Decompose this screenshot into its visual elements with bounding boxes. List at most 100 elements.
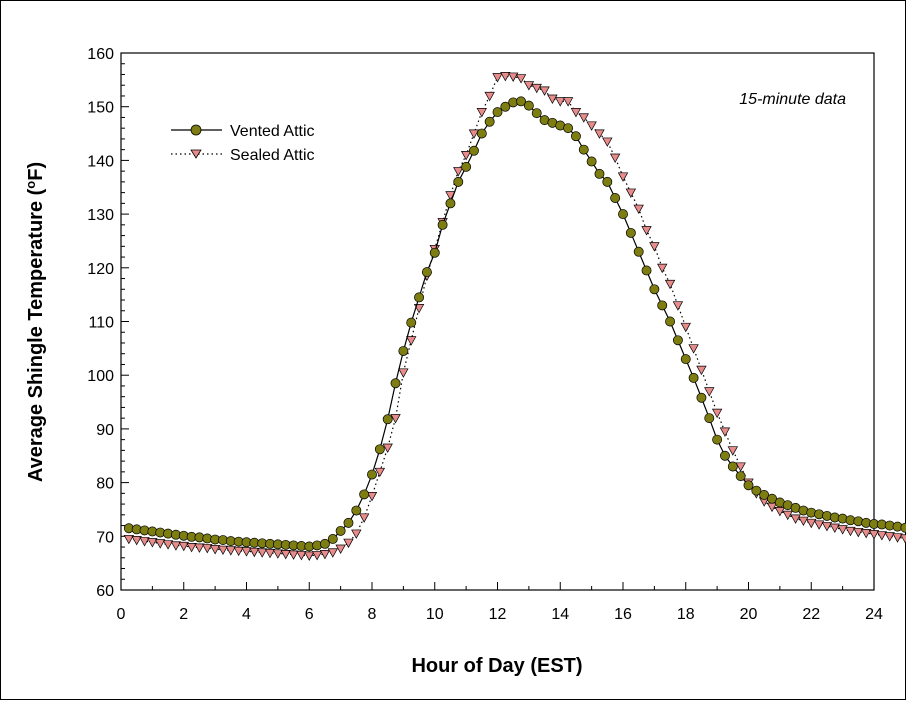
data-point <box>217 545 229 556</box>
data-point <box>186 543 197 553</box>
data-point <box>751 485 762 496</box>
series-sealed-attic <box>123 72 906 561</box>
y-tick-label: 150 <box>87 100 114 117</box>
data-point <box>500 101 511 112</box>
data-point <box>641 265 652 276</box>
data-point <box>351 529 362 539</box>
data-point <box>625 227 636 238</box>
data-point <box>453 176 464 187</box>
data-point <box>641 226 652 236</box>
data-point <box>507 72 519 82</box>
data-point <box>759 490 770 500</box>
data-point <box>547 94 558 104</box>
data-point <box>868 530 880 540</box>
data-point <box>562 97 574 107</box>
data-point <box>382 443 393 454</box>
data-point <box>406 336 417 346</box>
data-point <box>492 107 503 118</box>
data-point <box>523 100 534 111</box>
data-point <box>618 209 628 220</box>
data-point <box>876 531 888 541</box>
y-axis-label-suffix: F) <box>25 162 47 181</box>
data-point <box>461 161 472 172</box>
data-point <box>900 522 906 533</box>
data-point <box>555 97 566 107</box>
y-tick-label: 120 <box>87 261 114 278</box>
data-point <box>382 414 393 425</box>
data-point <box>374 444 385 455</box>
y-tick-label: 130 <box>87 207 114 224</box>
data-point <box>429 247 440 258</box>
x-tick-label: 12 <box>489 606 507 623</box>
x-tick-label: 18 <box>677 606 695 623</box>
data-point <box>672 301 684 311</box>
y-tick-label: 160 <box>87 46 114 63</box>
data-point <box>460 151 472 161</box>
data-point <box>155 539 166 549</box>
data-point <box>335 525 346 536</box>
x-tick-label: 0 <box>117 606 126 623</box>
x-tick-label: 16 <box>614 606 632 623</box>
data-point <box>516 96 526 107</box>
data-point <box>657 263 668 274</box>
data-point <box>139 537 150 547</box>
data-point <box>719 427 731 437</box>
data-point <box>264 548 276 559</box>
data-point <box>406 317 417 328</box>
data-point <box>829 523 840 534</box>
data-point <box>500 72 511 82</box>
data-point <box>241 547 252 557</box>
x-tick-label: 6 <box>305 606 314 623</box>
data-point <box>484 116 495 127</box>
data-point <box>147 538 158 548</box>
data-point <box>602 176 613 187</box>
data-point <box>523 81 535 91</box>
legend-label-sealed: Sealed Attic <box>230 147 315 164</box>
x-tick-label: 4 <box>242 606 251 623</box>
y-tick-label: 80 <box>96 476 114 493</box>
data-point <box>821 522 833 532</box>
data-point <box>798 516 809 527</box>
data-point <box>727 461 738 472</box>
data-point <box>209 545 221 555</box>
legend: Vented Attic Sealed Attic <box>171 123 315 164</box>
data-point <box>327 534 338 544</box>
series-line <box>128 100 906 548</box>
y-axis-label-prefix: Average Shingle Temperature ( <box>25 188 47 482</box>
data-point <box>539 86 550 96</box>
data-point <box>853 527 864 538</box>
series-line <box>128 75 906 557</box>
y-axis-ticks: 60 70 80 90 100 110 120 130 140 150 160 <box>87 46 129 600</box>
data-point <box>366 491 378 502</box>
x-axis-label: Hour of Day (EST) <box>411 655 582 677</box>
y-tick-label: 70 <box>96 529 114 546</box>
data-point <box>272 549 284 559</box>
data-point <box>790 514 801 524</box>
data-point <box>633 204 644 215</box>
data-point <box>531 108 542 119</box>
data-point <box>445 198 456 209</box>
data-point <box>162 540 174 550</box>
y-tick-label: 140 <box>87 153 114 170</box>
data-point <box>256 548 268 558</box>
data-point <box>398 346 409 356</box>
data-point <box>594 129 605 139</box>
data-point <box>288 550 299 560</box>
data-point <box>476 108 488 118</box>
data-point <box>813 520 825 530</box>
data-point <box>327 548 338 558</box>
data-point <box>225 546 237 556</box>
data-point <box>610 193 621 203</box>
y-axis-label: Average Shingle Temperature (oF) <box>23 162 48 482</box>
x-tick-label: 10 <box>426 606 444 623</box>
data-point <box>767 493 777 504</box>
data-point <box>704 413 715 424</box>
data-point <box>586 156 597 167</box>
data-point <box>359 489 370 500</box>
data-point <box>712 434 723 445</box>
data-point <box>492 73 503 83</box>
data-point <box>343 517 354 528</box>
data-point <box>123 534 135 545</box>
data-point <box>563 123 574 134</box>
data-point <box>390 414 401 424</box>
